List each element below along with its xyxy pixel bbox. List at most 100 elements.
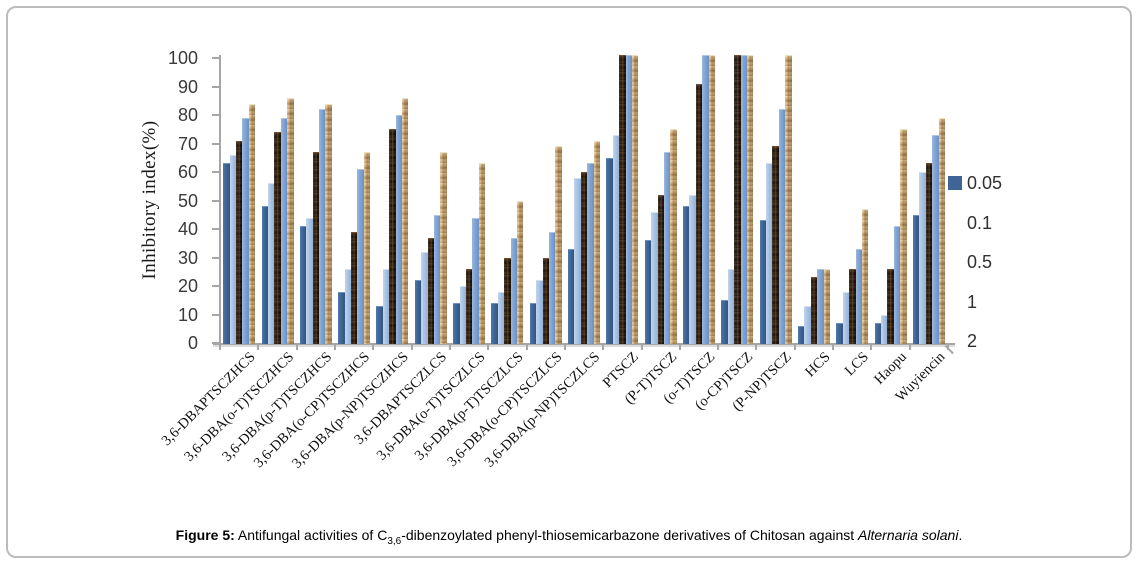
bar	[817, 268, 824, 344]
bar	[746, 55, 754, 344]
bar	[887, 268, 894, 344]
y-tick-mark	[212, 199, 220, 202]
y-tick-mark	[212, 57, 220, 59]
legend-item: 2	[948, 331, 977, 351]
bar	[759, 220, 767, 344]
bar	[325, 103, 332, 344]
x-tick-mark	[333, 345, 336, 350]
figure-border-frame	[6, 6, 1132, 558]
y-tick-label: 0	[187, 333, 198, 353]
bar	[625, 55, 632, 344]
bar	[849, 268, 856, 344]
x-tick-mark	[908, 345, 911, 350]
bar	[855, 248, 862, 344]
bar	[389, 129, 396, 344]
y-tick-mark	[212, 285, 220, 287]
bar	[491, 303, 498, 344]
x-tick-mark	[295, 345, 298, 350]
bar	[267, 183, 275, 344]
bar	[574, 177, 581, 344]
bar	[881, 314, 888, 344]
x-tick-mark	[678, 345, 681, 350]
bar	[708, 55, 716, 344]
bar	[606, 157, 613, 344]
bar	[382, 268, 390, 344]
legend-label: 0.1	[967, 212, 993, 233]
bar	[497, 291, 505, 344]
y-tick-label: 30	[177, 247, 198, 268]
bar	[702, 55, 709, 344]
x-tick-mark	[870, 345, 873, 350]
bar	[683, 206, 690, 344]
bar	[261, 206, 268, 344]
y-tick-label: 40	[177, 219, 198, 239]
y-tick-label: 10	[177, 304, 198, 325]
bar	[919, 172, 926, 344]
bar	[319, 109, 326, 344]
bar	[357, 169, 364, 344]
bar	[453, 303, 460, 344]
bar	[459, 286, 466, 344]
y-tick-mark	[212, 114, 220, 116]
bar	[402, 97, 409, 344]
bar	[861, 209, 869, 344]
figure-caption: Figure 5: Antifungal activities of C3,6-…	[0, 527, 1138, 547]
x-tick-mark	[640, 345, 643, 350]
bar	[798, 325, 805, 344]
bar	[529, 303, 537, 344]
bar	[299, 226, 307, 344]
bar	[280, 117, 288, 344]
caption-figure-label: Figure 5:	[175, 527, 235, 543]
bar	[395, 115, 403, 344]
bar	[644, 240, 652, 344]
bar	[632, 55, 639, 344]
y-axis-line	[219, 55, 221, 345]
bar	[938, 117, 945, 344]
bar	[236, 140, 243, 344]
bar	[593, 140, 601, 344]
bar	[555, 146, 562, 344]
y-tick-label: 90	[177, 76, 198, 97]
bar	[810, 277, 818, 344]
bar	[734, 55, 741, 344]
bar	[804, 305, 811, 344]
bar	[670, 129, 677, 344]
bar	[823, 268, 830, 344]
x-tick-mark	[525, 345, 528, 350]
legend-item: 0.05	[948, 173, 1002, 193]
caption-subscript: 3,6	[387, 535, 402, 547]
bar	[772, 146, 779, 344]
bar	[242, 117, 249, 344]
bar	[932, 134, 939, 344]
bar	[651, 211, 658, 344]
bar	[778, 109, 786, 344]
bar	[223, 163, 230, 344]
bar	[663, 152, 671, 344]
caption-species-name: Alternaria solani	[858, 527, 959, 543]
legend-item: 0.1	[948, 213, 992, 233]
x-axis-line	[213, 343, 955, 345]
bar	[274, 132, 281, 344]
y-tick-mark	[212, 171, 220, 173]
x-tick-mark	[832, 345, 835, 350]
y-tick-mark	[212, 256, 220, 259]
legend-label: 0.5	[967, 252, 993, 273]
bar	[421, 251, 428, 344]
caption-text-suffix: .	[958, 527, 963, 543]
x-tick-mark	[563, 345, 566, 350]
bar	[912, 214, 920, 344]
bar	[434, 214, 441, 344]
bar	[925, 163, 933, 344]
bar	[504, 257, 511, 344]
caption-text-mid: -dibenzoylated phenyl-thiosemicarbazone …	[401, 527, 859, 543]
y-tick-mark	[212, 313, 220, 316]
y-tick-label: 70	[177, 133, 198, 154]
bar	[548, 231, 556, 344]
bar	[536, 280, 543, 344]
legend-label: 2	[967, 331, 978, 352]
x-tick-mark	[717, 345, 720, 350]
bar	[350, 231, 358, 344]
bar	[740, 55, 747, 344]
x-tick-mark	[410, 345, 413, 350]
x-tick-mark	[372, 345, 375, 350]
